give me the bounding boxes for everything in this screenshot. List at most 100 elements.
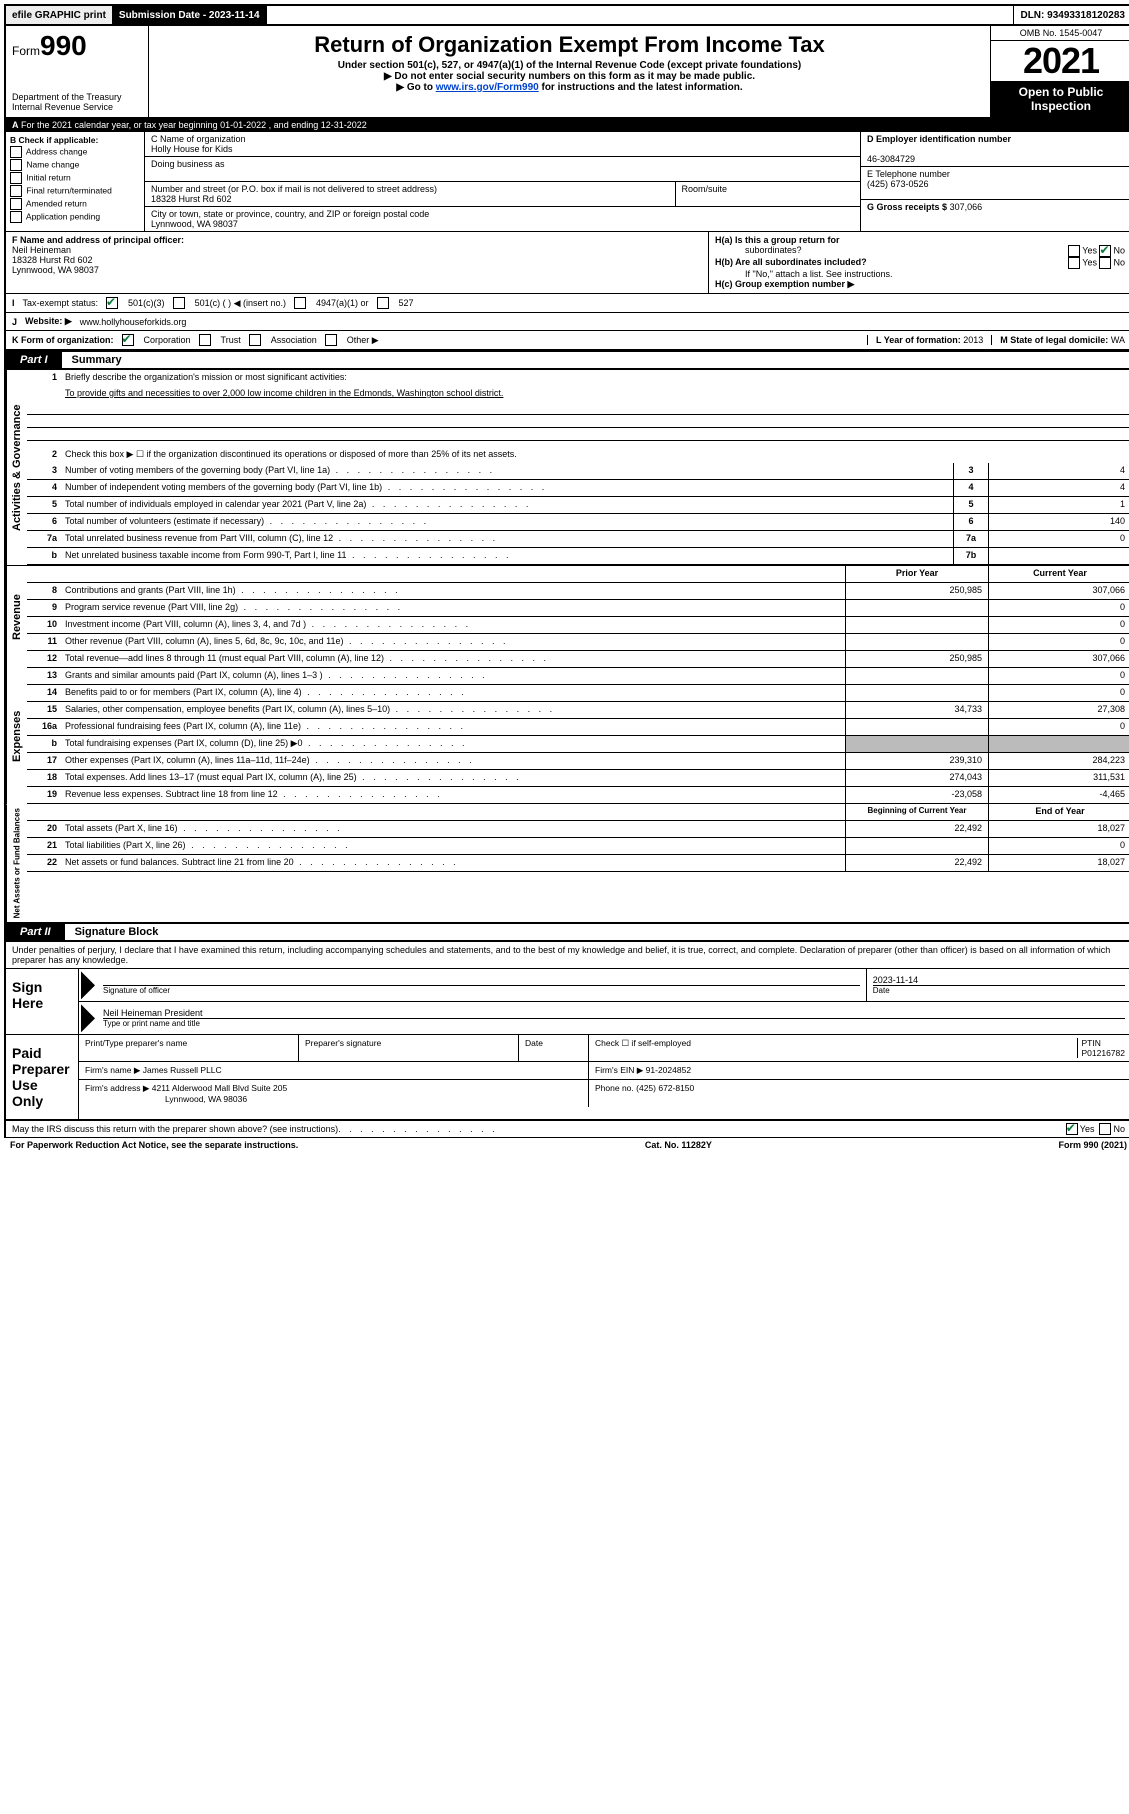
sig-name-title: Neil Heineman President: [103, 1008, 1125, 1018]
cat-no: Cat. No. 11282Y: [645, 1140, 712, 1150]
form-subtitle: Under section 501(c), 527, or 4947(a)(1)…: [153, 60, 986, 71]
firm-addr2: Lynnwood, WA 98036: [85, 1094, 247, 1104]
cb-other[interactable]: [325, 334, 337, 346]
part2-title: Signature Block: [65, 924, 169, 940]
cb-address-change[interactable]: Address change: [10, 146, 140, 158]
website-value: www.hollyhouseforkids.org: [80, 317, 187, 327]
line-i: I Tax-exempt status: 501(c)(3) 501(c) ( …: [4, 294, 1129, 313]
hdr-current: Current Year: [988, 566, 1129, 582]
cb-amended[interactable]: Amended return: [10, 198, 140, 210]
data-row: 15 Salaries, other compensation, employe…: [27, 702, 1129, 719]
side-rev: Revenue: [6, 566, 27, 668]
form-ref: Form 990 (2021): [1058, 1140, 1127, 1150]
org-name-label: C Name of organization: [151, 134, 854, 144]
section-fh: F Name and address of principal officer:…: [4, 232, 1129, 294]
box-b: B Check if applicable: Address change Na…: [6, 132, 145, 231]
form-number: Form990: [12, 30, 142, 62]
data-row: 14 Benefits paid to or for members (Part…: [27, 685, 1129, 702]
cb-initial-return[interactable]: Initial return: [10, 172, 140, 184]
cb-corp[interactable]: [122, 334, 134, 346]
ein-value: 46-3084729: [867, 154, 915, 164]
data-row: 18 Total expenses. Add lines 13–17 (must…: [27, 770, 1129, 787]
activities-governance: Activities & Governance 1 Briefly descri…: [4, 370, 1129, 565]
form-note1: ▶ Do not enter social security numbers o…: [153, 71, 986, 82]
submission-date: Submission Date - 2023-11-14: [113, 6, 267, 24]
footer: For Paperwork Reduction Act Notice, see …: [4, 1138, 1129, 1152]
data-row: 9 Program service revenue (Part VIII, li…: [27, 600, 1129, 617]
l2-label: Check this box ▶ ☐ if the organization d…: [61, 447, 1129, 463]
data-row: 10 Investment income (Part VIII, column …: [27, 617, 1129, 634]
data-row: b Total fundraising expenses (Part IX, c…: [27, 736, 1129, 753]
gross-label: G Gross receipts $: [867, 202, 947, 212]
data-row: 16a Professional fundraising fees (Part …: [27, 719, 1129, 736]
sig-officer-label: Signature of officer: [103, 985, 860, 995]
cb-name-change[interactable]: Name change: [10, 159, 140, 171]
tax-year: 2021: [991, 41, 1129, 81]
summary-row: 4 Number of independent voting members o…: [27, 480, 1129, 497]
sig-name-label: Type or print name and title: [103, 1018, 1125, 1028]
arrow-icon: [81, 1004, 95, 1032]
summary-row: 3 Number of voting members of the govern…: [27, 463, 1129, 480]
paid-preparer-label: Paid Preparer Use Only: [6, 1035, 79, 1119]
open-public-badge: Open to PublicInspection: [991, 81, 1129, 117]
cb-discuss-no[interactable]: [1099, 1123, 1111, 1135]
cb-discuss-yes[interactable]: [1066, 1123, 1078, 1135]
summary-row: 7a Total unrelated business revenue from…: [27, 531, 1129, 548]
pt-name-label: Print/Type preparer's name: [79, 1035, 299, 1062]
data-row: 8 Contributions and grants (Part VIII, l…: [27, 583, 1129, 600]
org-name: Holly House for Kids: [151, 144, 854, 154]
side-na: Net Assets or Fund Balances: [6, 804, 27, 922]
sig-date-label: Date: [873, 985, 1125, 995]
signature-section: Under penalties of perjury, I declare th…: [4, 942, 1129, 1121]
pt-check-label: Check ☐ if self-employed: [595, 1038, 1077, 1058]
l1-label: Briefly describe the organization's miss…: [61, 370, 1129, 386]
efile-button[interactable]: efile GRAPHIC print: [6, 6, 113, 24]
sig-declaration: Under penalties of perjury, I declare th…: [6, 942, 1129, 968]
gross-value: 307,066: [950, 202, 983, 212]
cb-527[interactable]: [377, 297, 389, 309]
firm-name: James Russell PLLC: [143, 1065, 222, 1075]
cb-trust[interactable]: [199, 334, 211, 346]
cb-501c[interactable]: [173, 297, 185, 309]
firm-addr1: 4211 Alderwood Mall Blvd Suite 205: [152, 1083, 287, 1093]
data-row: 21 Total liabilities (Part X, line 26) 0: [27, 838, 1129, 855]
discuss-line: May the IRS discuss this return with the…: [4, 1121, 1129, 1138]
expenses-section: Expenses 13 Grants and similar amounts p…: [4, 668, 1129, 804]
cb-hb-no[interactable]: [1099, 257, 1111, 269]
box-de: D Employer identification number 46-3084…: [860, 132, 1129, 231]
arrow-icon: [81, 971, 95, 999]
line-klm: K Form of organization: Corporation Trus…: [4, 331, 1129, 351]
cb-501c3[interactable]: [106, 297, 118, 309]
box-f: F Name and address of principal officer:…: [6, 232, 709, 293]
summary-row: 6 Total number of volunteers (estimate i…: [27, 514, 1129, 531]
room-label: Room/suite: [682, 184, 855, 194]
phone-value: (425) 673-0526: [867, 179, 929, 189]
section-bcde: B Check if applicable: Address change Na…: [4, 132, 1129, 232]
cb-ha-no[interactable]: [1099, 245, 1111, 257]
data-row: 20 Total assets (Part X, line 16) 22,492…: [27, 821, 1129, 838]
hdr-begin: Beginning of Current Year: [845, 804, 988, 820]
cb-ha-yes[interactable]: [1068, 245, 1080, 257]
paid-grid: Print/Type preparer's name Preparer's si…: [79, 1035, 1129, 1107]
header-right: OMB No. 1545-0047 2021 Open to PublicIns…: [990, 26, 1129, 117]
firm-ein: 91-2024852: [646, 1065, 691, 1075]
cb-pending[interactable]: Application pending: [10, 211, 140, 223]
org-address: 18328 Hurst Rd 602: [151, 194, 669, 204]
omb-number: OMB No. 1545-0047: [991, 26, 1129, 41]
cb-final-return[interactable]: Final return/terminated: [10, 185, 140, 197]
dln-label: DLN: 93493318120283: [1014, 6, 1129, 24]
cb-4947[interactable]: [294, 297, 306, 309]
form-header: Form990 Department of the Treasury Inter…: [4, 26, 1129, 118]
sig-date-value: 2023-11-14: [873, 975, 1125, 985]
data-row: 19 Revenue less expenses. Subtract line …: [27, 787, 1129, 804]
firm-phone: (425) 672-8150: [636, 1083, 694, 1093]
dept-label: Department of the Treasury: [12, 92, 142, 102]
cb-hb-yes[interactable]: [1068, 257, 1080, 269]
top-bar: efile GRAPHIC print Submission Date - 20…: [4, 4, 1129, 26]
pt-date-label: Date: [519, 1035, 589, 1062]
cb-assoc[interactable]: [249, 334, 261, 346]
ein-label: D Employer identification number: [867, 134, 1011, 144]
form-title: Return of Organization Exempt From Incom…: [153, 32, 986, 58]
irs-link[interactable]: www.irs.gov/Form990: [436, 82, 539, 93]
data-row: 11 Other revenue (Part VIII, column (A),…: [27, 634, 1129, 651]
